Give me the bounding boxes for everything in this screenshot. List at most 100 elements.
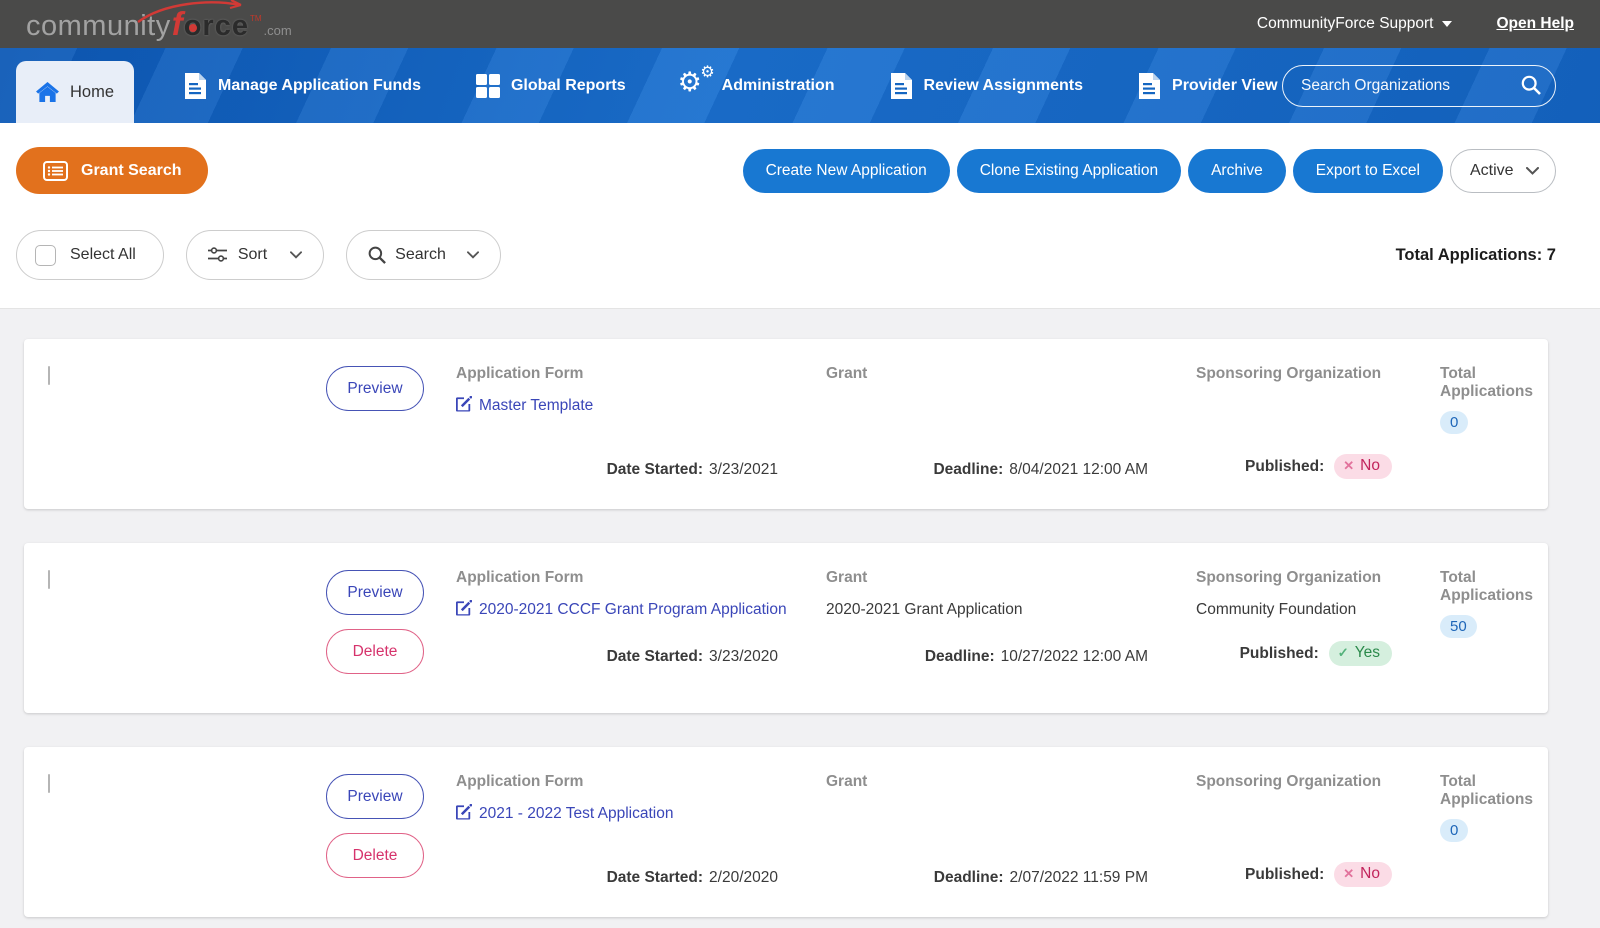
deadline-value: 2/07/2022 11:59 PM <box>1010 869 1148 887</box>
document-icon <box>1138 73 1161 99</box>
delete-button[interactable]: Delete <box>326 629 424 674</box>
search-organizations-input[interactable] <box>1282 65 1556 107</box>
chevron-down-icon <box>467 251 479 259</box>
row-checkbox[interactable] <box>48 570 50 589</box>
chevron-down-icon <box>1442 21 1452 27</box>
filter-bar: Select All Sort Search Total Application… <box>0 216 1600 309</box>
sliders-icon <box>208 247 227 263</box>
nav-label: Manage Application Funds <box>218 77 421 95</box>
sponsoring-organization-label: Sponsoring Organization <box>1196 365 1381 383</box>
published-value: No <box>1360 457 1380 475</box>
status-filter-select[interactable]: Active <box>1450 149 1556 193</box>
published-badge: ✕ No <box>1334 454 1392 479</box>
clone-existing-application-button[interactable]: Clone Existing Application <box>957 149 1181 193</box>
main-navigation: Home Manage Application Funds Global Rep… <box>0 48 1600 123</box>
grant-search-label: Grant Search <box>81 162 181 180</box>
select-all-control[interactable]: Select All <box>16 230 164 280</box>
document-icon <box>184 73 207 99</box>
nav-tab-home[interactable]: Home <box>16 61 134 123</box>
edit-icon <box>456 804 472 820</box>
sponsoring-organization-value: Community Foundation <box>1196 599 1356 621</box>
published-badge: ✓ Yes <box>1329 641 1392 666</box>
delete-button[interactable]: Delete <box>326 833 424 878</box>
deadline-label: Deadline: <box>933 461 1003 479</box>
nav-label: Review Assignments <box>924 77 1083 95</box>
nav-label: Provider View <box>1172 77 1278 95</box>
open-help-link[interactable]: Open Help <box>1496 15 1574 33</box>
sort-label: Sort <box>238 246 267 264</box>
deadline-label: Deadline: <box>934 869 1004 887</box>
support-label: CommunityForce Support <box>1257 15 1434 33</box>
toolbar: Grant Search Create New Application Clon… <box>0 123 1600 216</box>
application-form-link[interactable]: Master Template <box>456 394 593 417</box>
row-checkbox[interactable] <box>48 774 50 793</box>
total-applications-count: Total Applications: 7 <box>1396 246 1556 265</box>
application-card: Application Form Master Template Date St… <box>24 339 1548 509</box>
published-label: Published: <box>1245 866 1324 884</box>
document-icon <box>890 73 913 99</box>
grant-label: Grant <box>826 365 867 383</box>
published-value: No <box>1360 865 1380 883</box>
select-all-checkbox[interactable] <box>35 245 56 266</box>
date-started-value: 3/23/2020 <box>709 648 778 666</box>
archive-button[interactable]: Archive <box>1188 149 1286 193</box>
deadline-value: 10/27/2022 12:00 AM <box>1001 648 1148 666</box>
row-checkbox[interactable] <box>48 366 50 385</box>
home-icon <box>36 82 59 103</box>
communityforce-logo: communityforceTM.com <box>26 5 292 43</box>
date-started-value: 3/23/2021 <box>709 461 778 479</box>
published-value: Yes <box>1355 644 1380 662</box>
application-form-label: Application Form <box>456 773 583 791</box>
date-started-label: Date Started: <box>607 869 703 887</box>
date-started-label: Date Started: <box>607 461 703 479</box>
nav-item-administration[interactable]: ⚙⚙ Administration <box>681 71 835 101</box>
search-label: Search <box>395 246 446 264</box>
application-form-link[interactable]: 2021 - 2022 Test Application <box>456 802 673 825</box>
total-applications-badge: 0 <box>1440 411 1468 434</box>
total-applications-badge: 50 <box>1440 615 1477 638</box>
published-status-icon: ✓ <box>1338 645 1349 661</box>
application-form-link[interactable]: 2020-2021 CCCF Grant Program Application <box>456 598 787 621</box>
preview-button[interactable]: Preview <box>326 366 424 411</box>
search-dropdown[interactable]: Search <box>346 230 501 280</box>
support-dropdown[interactable]: CommunityForce Support <box>1257 15 1453 33</box>
total-applications-label: Total Applications <box>1440 365 1533 401</box>
nav-item-manage-application-funds[interactable]: Manage Application Funds <box>184 73 421 99</box>
grant-label: Grant <box>826 773 867 791</box>
published-label: Published: <box>1240 645 1319 663</box>
total-applications-badge: 0 <box>1440 819 1468 842</box>
total-applications-label: Total Applications <box>1440 569 1533 605</box>
nav-home-label: Home <box>70 83 114 102</box>
nav-item-provider-view[interactable]: Provider View <box>1138 73 1278 99</box>
edit-icon <box>456 600 472 616</box>
grant-search-button[interactable]: Grant Search <box>16 147 208 194</box>
nav-item-global-reports[interactable]: Global Reports <box>476 74 626 98</box>
top-bar: communityforceTM.com CommunityForce Supp… <box>0 0 1600 48</box>
chevron-down-icon <box>1526 167 1539 175</box>
chevron-down-icon <box>290 251 302 259</box>
nav-item-review-assignments[interactable]: Review Assignments <box>890 73 1083 99</box>
sort-dropdown[interactable]: Sort <box>186 230 324 280</box>
application-card: Application Form 2021 - 2022 Test Applic… <box>24 747 1548 917</box>
application-card: Application Form 2020-2021 CCCF Grant Pr… <box>24 543 1548 713</box>
select-all-label: Select All <box>70 246 136 264</box>
list-icon <box>43 161 68 181</box>
search-icon <box>1521 75 1541 95</box>
published-status-icon: ✕ <box>1343 458 1354 474</box>
gears-icon: ⚙⚙ <box>681 71 711 101</box>
total-applications-label: Total Applications <box>1440 773 1533 809</box>
status-filter-value: Active <box>1470 162 1514 180</box>
application-list: Application Form Master Template Date St… <box>0 309 1600 917</box>
sponsoring-organization-label: Sponsoring Organization <box>1196 569 1381 587</box>
deadline-label: Deadline: <box>925 648 995 666</box>
published-badge: ✕ No <box>1334 862 1392 887</box>
sponsoring-organization-label: Sponsoring Organization <box>1196 773 1381 791</box>
edit-icon <box>456 396 472 412</box>
search-icon <box>368 246 386 264</box>
export-to-excel-button[interactable]: Export to Excel <box>1293 149 1443 193</box>
preview-button[interactable]: Preview <box>326 570 424 615</box>
logo-trademark: TM <box>250 14 262 23</box>
preview-button[interactable]: Preview <box>326 774 424 819</box>
nav-label: Global Reports <box>511 77 626 95</box>
create-new-application-button[interactable]: Create New Application <box>743 149 950 193</box>
